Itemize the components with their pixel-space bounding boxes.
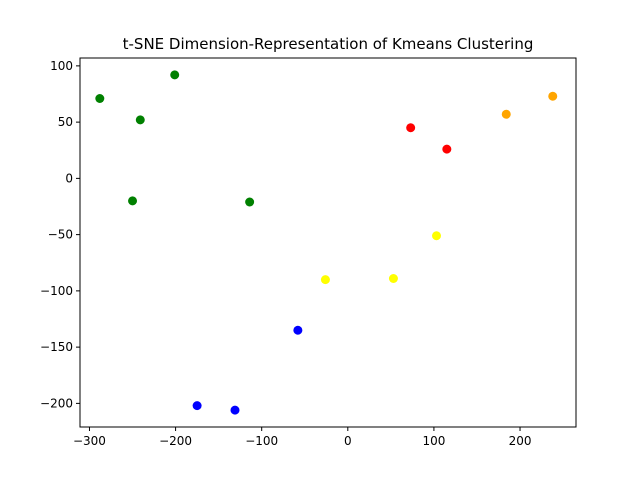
y-tick-label: −100 [40,284,73,298]
x-tick-label: 0 [344,434,352,448]
x-tick-label: −200 [159,434,192,448]
y-tick-label: 100 [50,59,73,73]
data-point-1-1 [442,144,452,154]
data-point-4-1 [192,401,202,411]
data-point-0-4 [245,197,255,207]
data-point-2-1 [548,91,558,101]
x-tick-label: 100 [422,434,445,448]
points-layer [95,70,558,415]
data-point-3-2 [320,275,330,285]
x-tick-label: 200 [509,434,532,448]
data-point-0-3 [128,196,138,206]
data-point-0-2 [135,115,145,125]
data-point-1-0 [406,123,416,133]
data-point-0-1 [170,70,180,80]
plot-frame [79,57,577,428]
y-tick-label: −150 [40,340,73,354]
y-tick-label: −50 [48,228,73,242]
data-point-0-0 [95,94,105,103]
y-tick-label: 0 [65,171,73,185]
chart-title: t-SNE Dimension-Representation of Kmeans… [123,35,534,53]
x-tick-label: −100 [245,434,278,448]
y-tick-label: 50 [58,115,73,129]
data-point-3-0 [432,231,441,241]
data-point-2-0 [501,109,511,119]
data-point-4-0 [293,325,303,335]
y-tick-label: −200 [40,396,73,410]
data-point-3-1 [388,274,398,283]
x-tick-label: −300 [73,434,106,448]
y-axis: 100 50 0 −50 −100 −150 −200 [40,59,80,410]
x-axis: −300 −200 −100 0 100 200 [73,427,531,448]
data-point-4-2 [230,405,240,415]
